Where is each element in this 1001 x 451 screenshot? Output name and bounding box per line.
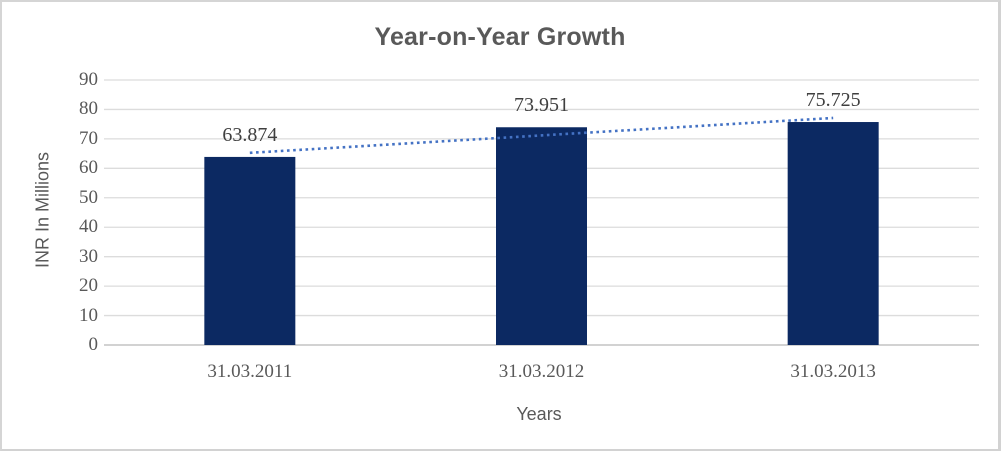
- bar: [496, 127, 587, 345]
- bar-data-label: 73.951: [514, 94, 569, 117]
- x-tick-label: 31.03.2012: [498, 361, 585, 382]
- y-tick-label: 20: [79, 275, 98, 297]
- y-tick-label: 0: [88, 334, 99, 355]
- y-tick-label: 10: [79, 304, 98, 326]
- y-tick-label: 50: [79, 186, 98, 208]
- bar-data-label: 63.874: [222, 123, 278, 146]
- x-axis-title-text: Years: [516, 404, 562, 424]
- y-tick-label: 30: [79, 245, 98, 267]
- x-tick-label: 31.03.2013: [790, 361, 876, 382]
- bar-data-label: 75.725: [805, 89, 861, 112]
- trendline-layer: [249, 116, 834, 155]
- bar-series: [204, 122, 879, 345]
- y-tick-label: 60: [79, 157, 98, 179]
- y-tick-label: 80: [79, 98, 98, 120]
- y-tick-label: 70: [79, 127, 98, 149]
- chart-title: Year-on-Year Growth: [374, 23, 626, 51]
- y-tick-label: 40: [79, 216, 98, 238]
- x-axis-title: Years: [2, 404, 998, 425]
- x-tick-label: 31.03.2011: [207, 361, 293, 382]
- bar: [204, 156, 296, 345]
- trendline: [249, 116, 834, 155]
- y-tick-label: 90: [79, 69, 98, 90]
- bar: [787, 122, 879, 345]
